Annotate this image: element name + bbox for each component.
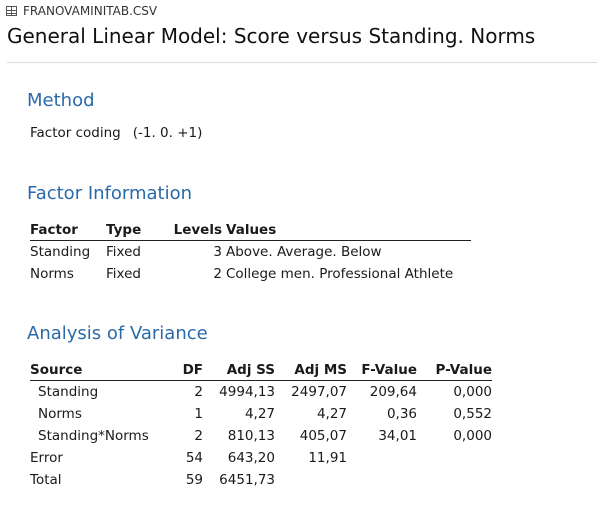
table-row: Norms 1 4,27 4,27 0,36 0,552: [30, 403, 492, 425]
table-row: Error 54 643,20 11,91: [30, 447, 492, 469]
table-cell: Standing*Norms: [38, 428, 149, 444]
table-cell: Standing: [38, 384, 99, 400]
table-cell: [417, 447, 492, 469]
anova-section-title: Analysis of Variance: [27, 323, 208, 344]
table-cell: 0,000: [453, 384, 492, 400]
table-cell: Fixed: [106, 266, 141, 282]
table-row: Standing*Norms 2 810,13 405,07 34,01 0,0…: [30, 425, 492, 447]
table-cell: 6451,73: [219, 472, 275, 488]
table-header-row: Source DF Adj SS Adj MS F-Value P-Value: [30, 359, 492, 381]
table-cell: 2: [194, 384, 203, 400]
table-cell: 0,000: [453, 428, 492, 444]
table-row: Total 59 6451,73: [30, 469, 492, 491]
table-cell: 1: [194, 406, 203, 422]
file-name: FRANOVAMINITAB.CSV: [23, 4, 158, 18]
table-cell: Standing: [30, 244, 91, 260]
page-title: General Linear Model: Score versus Stand…: [7, 24, 536, 48]
table-cell: [275, 469, 347, 491]
table-cell: 59: [185, 472, 203, 488]
table-row: Standing Fixed 3 Above. Average. Below: [30, 241, 471, 264]
table-cell: [347, 469, 417, 491]
method-section-title: Method: [27, 90, 95, 111]
table-header-row: Factor Type Levels Values: [30, 219, 471, 241]
table-row: Standing 2 4994,13 2497,07 209,64 0,000: [30, 381, 492, 404]
column-header: DF: [182, 361, 203, 378]
table-cell: 810,13: [227, 428, 275, 444]
table-cell: 405,07: [299, 428, 347, 444]
factor-information-table: Factor Type Levels Values Standing Fixed…: [30, 219, 471, 285]
column-header: Adj SS: [226, 361, 275, 378]
table-cell: 3: [213, 244, 222, 260]
column-header: Source: [30, 361, 83, 378]
column-header: Values: [226, 221, 277, 238]
method-row: Factor coding (-1. 0. +1): [30, 125, 202, 141]
table-cell: Norms: [38, 406, 82, 422]
table-cell: Error: [30, 450, 63, 466]
table-row: Norms Fixed 2 College men. Professional …: [30, 263, 471, 285]
table-cell: [347, 447, 417, 469]
column-header: Factor: [30, 221, 78, 238]
table-cell: 209,64: [369, 384, 417, 400]
table-cell: 11,91: [308, 450, 347, 466]
method-label: Factor coding: [30, 125, 121, 141]
table-cell: 4,27: [316, 406, 347, 422]
table-cell: 643,20: [227, 450, 275, 466]
factor-info-section-title: Factor Information: [27, 183, 193, 204]
analysis-of-variance-table: Source DF Adj SS Adj MS F-Value P-Value …: [30, 359, 492, 491]
column-header: Adj MS: [294, 361, 347, 378]
table-cell: 4,27: [244, 406, 275, 422]
table-cell: College men. Professional Athlete: [226, 266, 454, 282]
column-header: P-Value: [435, 361, 493, 378]
table-cell: 4994,13: [219, 384, 275, 400]
column-header: Levels: [173, 221, 222, 238]
table-cell: 2: [213, 266, 222, 282]
table-grid-icon: [6, 6, 17, 16]
column-header: F-Value: [361, 361, 417, 378]
table-cell: Total: [30, 472, 62, 488]
table-cell: 54: [185, 450, 203, 466]
file-indicator: FRANOVAMINITAB.CSV: [6, 3, 157, 19]
column-header: Type: [106, 221, 142, 238]
table-cell: 2: [194, 428, 203, 444]
table-cell: 2497,07: [291, 384, 347, 400]
method-value: (-1. 0. +1): [132, 125, 203, 141]
table-cell: Norms: [30, 266, 74, 282]
table-cell: 0,552: [453, 406, 492, 422]
table-cell: 0,36: [386, 406, 417, 422]
title-divider: [7, 62, 597, 63]
table-cell: Above. Average. Below: [226, 244, 382, 260]
table-cell: 34,01: [378, 428, 417, 444]
table-cell: Fixed: [106, 244, 141, 260]
table-cell: [417, 469, 492, 491]
